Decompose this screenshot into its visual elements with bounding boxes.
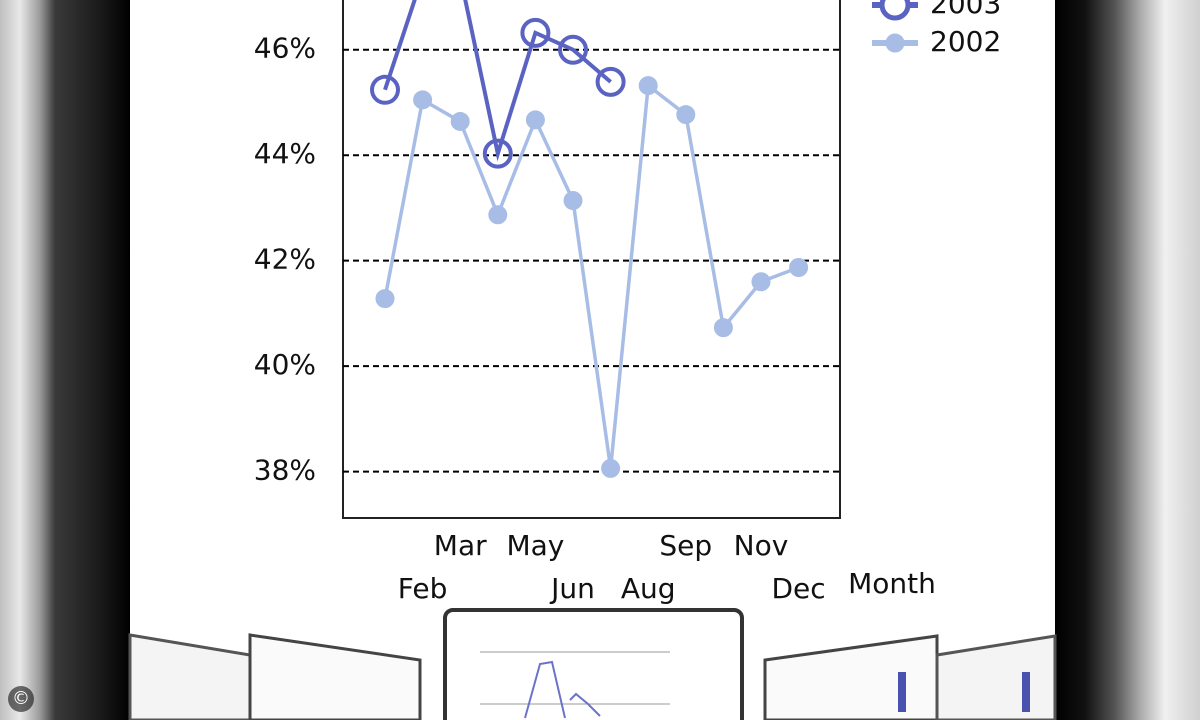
point	[482, 138, 513, 169]
x-tick-label: Mar	[434, 529, 487, 562]
point	[751, 272, 771, 292]
legend-label: 2002	[930, 25, 1001, 58]
point	[595, 66, 626, 97]
thumbnail	[763, 634, 939, 720]
plot-frame	[342, 0, 841, 519]
x-tick-label: Sep	[659, 529, 712, 562]
y-tick-label: 46%	[254, 32, 316, 65]
point	[713, 318, 733, 338]
thumb-series	[569, 692, 601, 717]
screen	[130, 0, 1055, 720]
point	[563, 191, 583, 211]
point	[601, 458, 621, 478]
point	[676, 105, 696, 125]
y-tick-label: 42%	[254, 243, 316, 276]
point	[450, 111, 470, 131]
point	[638, 76, 658, 96]
thumb-series	[524, 660, 566, 719]
phone-bezel-right	[1055, 0, 1200, 720]
thumb-legend	[898, 672, 906, 712]
x-tick-label: May	[506, 529, 564, 562]
point	[413, 90, 433, 110]
x-tick-label: Jun	[549, 572, 595, 605]
point	[370, 74, 400, 105]
legend-marker	[885, 33, 905, 53]
x-tick-label: Dec	[772, 572, 826, 605]
point	[789, 258, 809, 278]
point	[558, 34, 588, 65]
thumb-legend	[1022, 672, 1030, 712]
thumbnail	[248, 633, 422, 720]
thumbnail-active	[443, 608, 744, 720]
x-axis-title: Month	[848, 567, 936, 600]
y-tick-label: 38%	[254, 454, 316, 487]
x-tick-label: Nov	[734, 529, 789, 562]
x-tick-label: Feb	[398, 572, 448, 605]
phone-bezel-left	[0, 0, 130, 720]
legend-marker	[879, 0, 911, 21]
point	[525, 110, 545, 130]
thumbnail	[128, 633, 252, 720]
y-tick-label: 44%	[254, 137, 316, 170]
series-line	[383, 0, 612, 162]
point	[375, 289, 395, 309]
copyright: ©	[8, 686, 34, 712]
legend-label: 2003	[930, 0, 1001, 20]
carousel	[128, 608, 1057, 720]
y-tick-label: 40%	[254, 348, 316, 381]
point	[520, 17, 551, 48]
x-tick-label: Aug	[621, 572, 676, 605]
point	[488, 205, 508, 225]
